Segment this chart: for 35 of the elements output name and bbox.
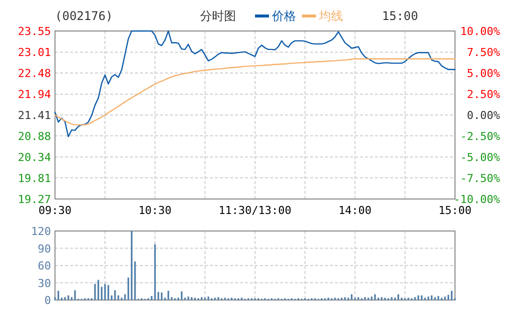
y-tick-label: 21.94 (18, 88, 52, 102)
y-tick-label: 23.55 (18, 25, 51, 38)
y-tick-label: 20.34 (18, 151, 52, 164)
y-tick-label: 90 (38, 242, 51, 256)
y2-tick-label: -5.00% (460, 151, 500, 164)
chart-title: (002176) (55, 9, 113, 23)
y2-tick-label: -10.00% (454, 193, 500, 206)
y-tick-label: 120 (31, 225, 51, 238)
y2-tick-label: -7.50% (460, 172, 500, 185)
y-tick-label: 30 (38, 276, 51, 290)
line-series (54, 58, 456, 126)
x-tick-label: 10:30 (138, 204, 172, 217)
y-tick-label: 20.88 (18, 130, 51, 143)
y-tick-label: 19.27 (18, 193, 51, 206)
y-tick-label: 23.01 (18, 46, 51, 60)
chart-subtitle: 分时图 (200, 9, 236, 23)
x-tick-label: 09:30 (38, 204, 72, 217)
line-series (54, 30, 456, 138)
y-tick-label: 60 (38, 260, 51, 272)
x-tick-label: 11:30/13:00 (218, 204, 292, 217)
legend-label: 价格 (271, 9, 296, 23)
y-tick-label: 22.48 (18, 67, 51, 80)
x-tick-label: 14:00 (338, 204, 372, 217)
y-tick-label: 0 (44, 294, 51, 307)
y-tick-label: 19.81 (18, 172, 51, 185)
y2-tick-label: 0.00% (466, 109, 500, 122)
y2-tick-label: 2.50% (466, 88, 500, 101)
text: 15:00 (382, 9, 418, 23)
x-tick-label: 15:00 (438, 204, 472, 217)
y-tick-label: 21.41 (18, 109, 51, 122)
y2-tick-label: 5.00% (466, 67, 500, 80)
legend-label: 均线 (318, 9, 343, 23)
y2-tick-label: 10.00% (460, 25, 500, 38)
y2-tick-label: -2.50% (460, 130, 500, 143)
y2-tick-label: 7.50% (466, 46, 500, 59)
